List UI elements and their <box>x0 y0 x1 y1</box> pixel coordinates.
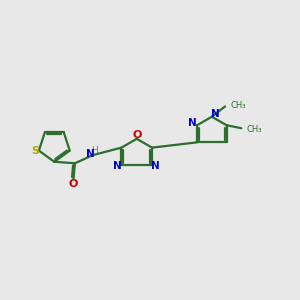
Text: O: O <box>69 178 78 189</box>
Text: CH₃: CH₃ <box>230 101 246 110</box>
Text: O: O <box>132 130 141 140</box>
Text: N: N <box>86 149 95 159</box>
Text: CH₃: CH₃ <box>247 125 262 134</box>
Text: N: N <box>211 110 220 119</box>
Text: N: N <box>188 118 197 128</box>
Text: N: N <box>113 161 122 171</box>
Text: N: N <box>151 161 160 171</box>
Text: H: H <box>91 146 98 155</box>
Text: S: S <box>32 146 39 156</box>
